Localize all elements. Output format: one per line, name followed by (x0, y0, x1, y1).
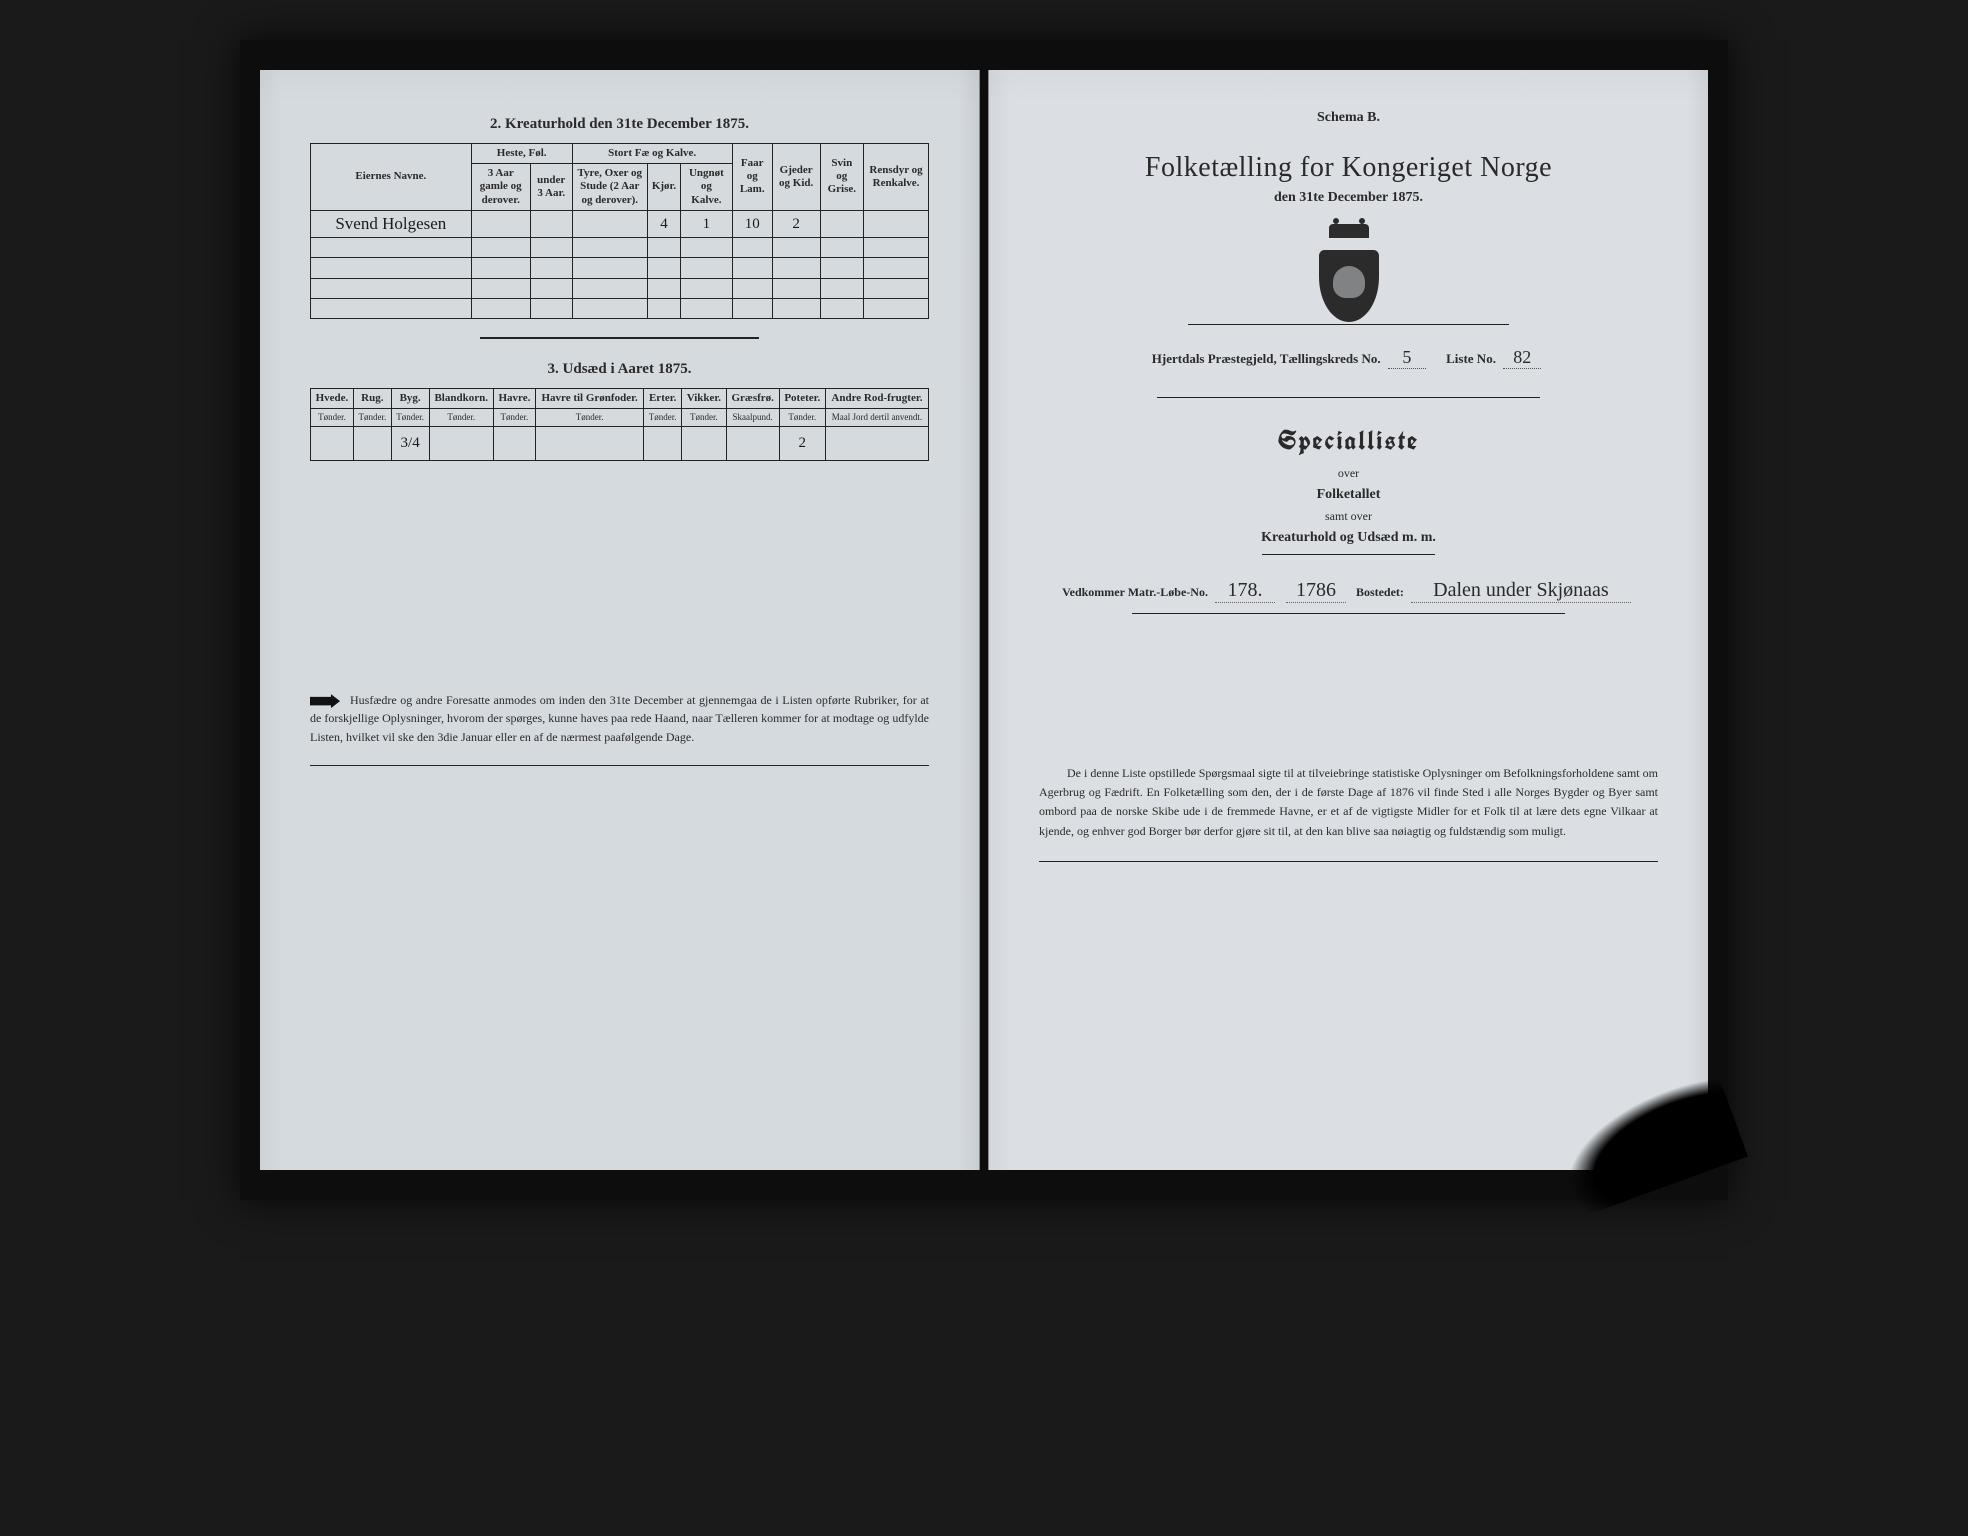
pointing-hand-icon (310, 694, 340, 708)
bosted-val: Dalen under Skjønaas (1411, 579, 1631, 603)
hdr-s1: Tyre, Oxer og Stude (2 Aar og derover). (572, 164, 647, 211)
explanatory-paragraph: De i denne Liste opstillede Spørgsmaal s… (1039, 764, 1658, 841)
val-kjor: 4 (660, 216, 668, 232)
prest-label: Hjertdals Præstegjeld, Tællingskreds No. (1152, 351, 1381, 366)
unit: Skaalpund. (726, 409, 779, 427)
c3: Byg. (391, 388, 429, 408)
table-row: Svend Holgesen 4 1 10 2 (311, 210, 929, 237)
samt-label: samt over (1039, 509, 1658, 524)
unit: Tønder. (353, 409, 391, 427)
c1: Hvede. (311, 388, 354, 408)
hdr-h1: 3 Aar gamle og derover. (471, 164, 530, 211)
district-line: Hjertdals Præstegjeld, Tællingskreds No.… (1039, 347, 1658, 369)
c6: Havre til Grønfoder. (535, 388, 643, 408)
bottom-rule (1039, 861, 1658, 862)
hdr-ren: Rensdyr og Renkalve. (864, 144, 929, 211)
table-row (311, 258, 929, 278)
val-pot: 2 (799, 435, 807, 451)
unit: Tønder. (311, 409, 354, 427)
owner-name: Svend Holgesen (335, 214, 446, 233)
bosted-line: Vedkommer Matr.-Løbe-No. 178. 1786 Boste… (1039, 579, 1658, 603)
table-row (311, 278, 929, 298)
kreatur-label: Kreaturhold og Udsæd m. m. (1039, 530, 1658, 546)
c11: Andre Rod-frugter. (825, 388, 928, 408)
c8: Vikker. (682, 388, 727, 408)
divider-rule (480, 337, 759, 339)
unit: Tønder. (644, 409, 682, 427)
val-faar: 10 (745, 216, 760, 232)
specialliste-title: Specialliste (1039, 424, 1658, 458)
c4: Blandkorn. (429, 388, 493, 408)
table-row (311, 298, 929, 318)
sec3-title: 3. Udsæd i Aaret 1875. (310, 361, 929, 378)
hdr-faar: Faar og Lam. (732, 144, 772, 211)
hdr-owner: Eiernes Navne. (311, 144, 472, 211)
bottom-rule (310, 765, 929, 766)
c5: Havre. (493, 388, 535, 408)
hdr-h2: under 3 Aar. (530, 164, 572, 211)
hdr-s2: Kjør. (647, 164, 680, 211)
matr-label: Vedkommer Matr.-Løbe-No. (1062, 585, 1208, 599)
tiny-rule (1262, 554, 1435, 555)
schema-label: Schema B. (1039, 110, 1658, 126)
hdr-heste: Heste, Føl. (471, 144, 572, 164)
thin-rule (1188, 324, 1510, 325)
left-page: 2. Kreaturhold den 31te December 1875. E… (260, 70, 980, 1170)
c2: Rug. (353, 388, 391, 408)
val-ung: 1 (703, 216, 711, 232)
table-row (311, 238, 929, 258)
thin-rule (1132, 613, 1565, 614)
udsaed-table: Hvede. Rug. Byg. Blandkorn. Havre. Havre… (310, 388, 929, 461)
hdr-s3: Ungnøt og Kalve. (681, 164, 732, 211)
kreds-no: 5 (1388, 347, 1426, 369)
liste-no: 82 (1503, 347, 1541, 369)
table-row: 3/4 2 (311, 426, 929, 460)
c7: Erter. (644, 388, 682, 408)
folketallet-label: Folketallet (1039, 487, 1658, 503)
matr-val1: 178. (1215, 579, 1275, 603)
c10: Poteter. (779, 388, 825, 408)
liste-label: Liste No. (1446, 351, 1496, 366)
unit: Tønder. (535, 409, 643, 427)
coat-of-arms-icon (1314, 224, 1384, 310)
unit: Maal Jord dertil anvendt. (825, 409, 928, 427)
instruction-footnote: Husfædre og andre Foresatte anmodes om i… (310, 691, 929, 747)
val-byg: 3/4 (401, 435, 420, 451)
unit: Tønder. (682, 409, 727, 427)
unit: Tønder. (429, 409, 493, 427)
sec2-title: 2. Kreaturhold den 31te December 1875. (310, 116, 929, 133)
hdr-stort: Stort Fæ og Kalve. (572, 144, 732, 164)
unit: Tønder. (779, 409, 825, 427)
unit: Tønder. (391, 409, 429, 427)
hdr-svin: Svin og Grise. (820, 144, 863, 211)
footnote-text: Husfædre og andre Foresatte anmodes om i… (310, 693, 929, 744)
main-title: Folketælling for Kongeriget Norge (1039, 152, 1658, 184)
finger-shadow (1548, 1072, 1748, 1218)
matr-val2: 1786 (1286, 579, 1346, 603)
kreaturhold-table: Eiernes Navne. Heste, Føl. Stort Fæ og K… (310, 143, 929, 319)
right-page: Schema B. Folketælling for Kongeriget No… (988, 70, 1708, 1170)
census-book-spread: 2. Kreaturhold den 31te December 1875. E… (240, 40, 1728, 1200)
subtitle: den 31te December 1875. (1039, 190, 1658, 206)
over-label: over (1039, 466, 1658, 481)
bosted-label: Bostedet: (1356, 585, 1404, 599)
c9: Græsfrø. (726, 388, 779, 408)
thin-rule (1157, 397, 1541, 398)
hdr-gjed: Gjeder og Kid. (772, 144, 820, 211)
unit: Tønder. (493, 409, 535, 427)
val-gjed: 2 (792, 216, 800, 232)
